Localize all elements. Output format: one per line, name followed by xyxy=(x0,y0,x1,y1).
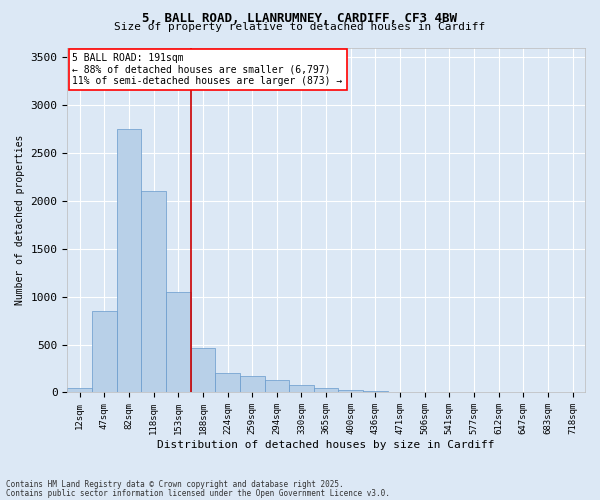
Y-axis label: Number of detached properties: Number of detached properties xyxy=(15,135,25,305)
Bar xyxy=(289,386,314,392)
Text: Size of property relative to detached houses in Cardiff: Size of property relative to detached ho… xyxy=(115,22,485,32)
Bar xyxy=(116,129,141,392)
Text: 5, BALL ROAD, LLANRUMNEY, CARDIFF, CF3 4BW: 5, BALL ROAD, LLANRUMNEY, CARDIFF, CF3 4… xyxy=(143,12,458,26)
Bar xyxy=(338,390,363,392)
Bar xyxy=(363,391,388,392)
X-axis label: Distribution of detached houses by size in Cardiff: Distribution of detached houses by size … xyxy=(157,440,495,450)
Bar xyxy=(314,388,338,392)
Bar xyxy=(191,348,215,393)
Bar xyxy=(240,376,265,392)
Bar xyxy=(215,374,240,392)
Text: Contains HM Land Registry data © Crown copyright and database right 2025.: Contains HM Land Registry data © Crown c… xyxy=(6,480,344,489)
Bar xyxy=(166,292,191,392)
Text: 5 BALL ROAD: 191sqm
← 88% of detached houses are smaller (6,797)
11% of semi-det: 5 BALL ROAD: 191sqm ← 88% of detached ho… xyxy=(73,52,343,86)
Bar xyxy=(67,388,92,392)
Bar xyxy=(141,191,166,392)
Text: Contains public sector information licensed under the Open Government Licence v3: Contains public sector information licen… xyxy=(6,488,390,498)
Bar xyxy=(265,380,289,392)
Bar xyxy=(92,311,116,392)
